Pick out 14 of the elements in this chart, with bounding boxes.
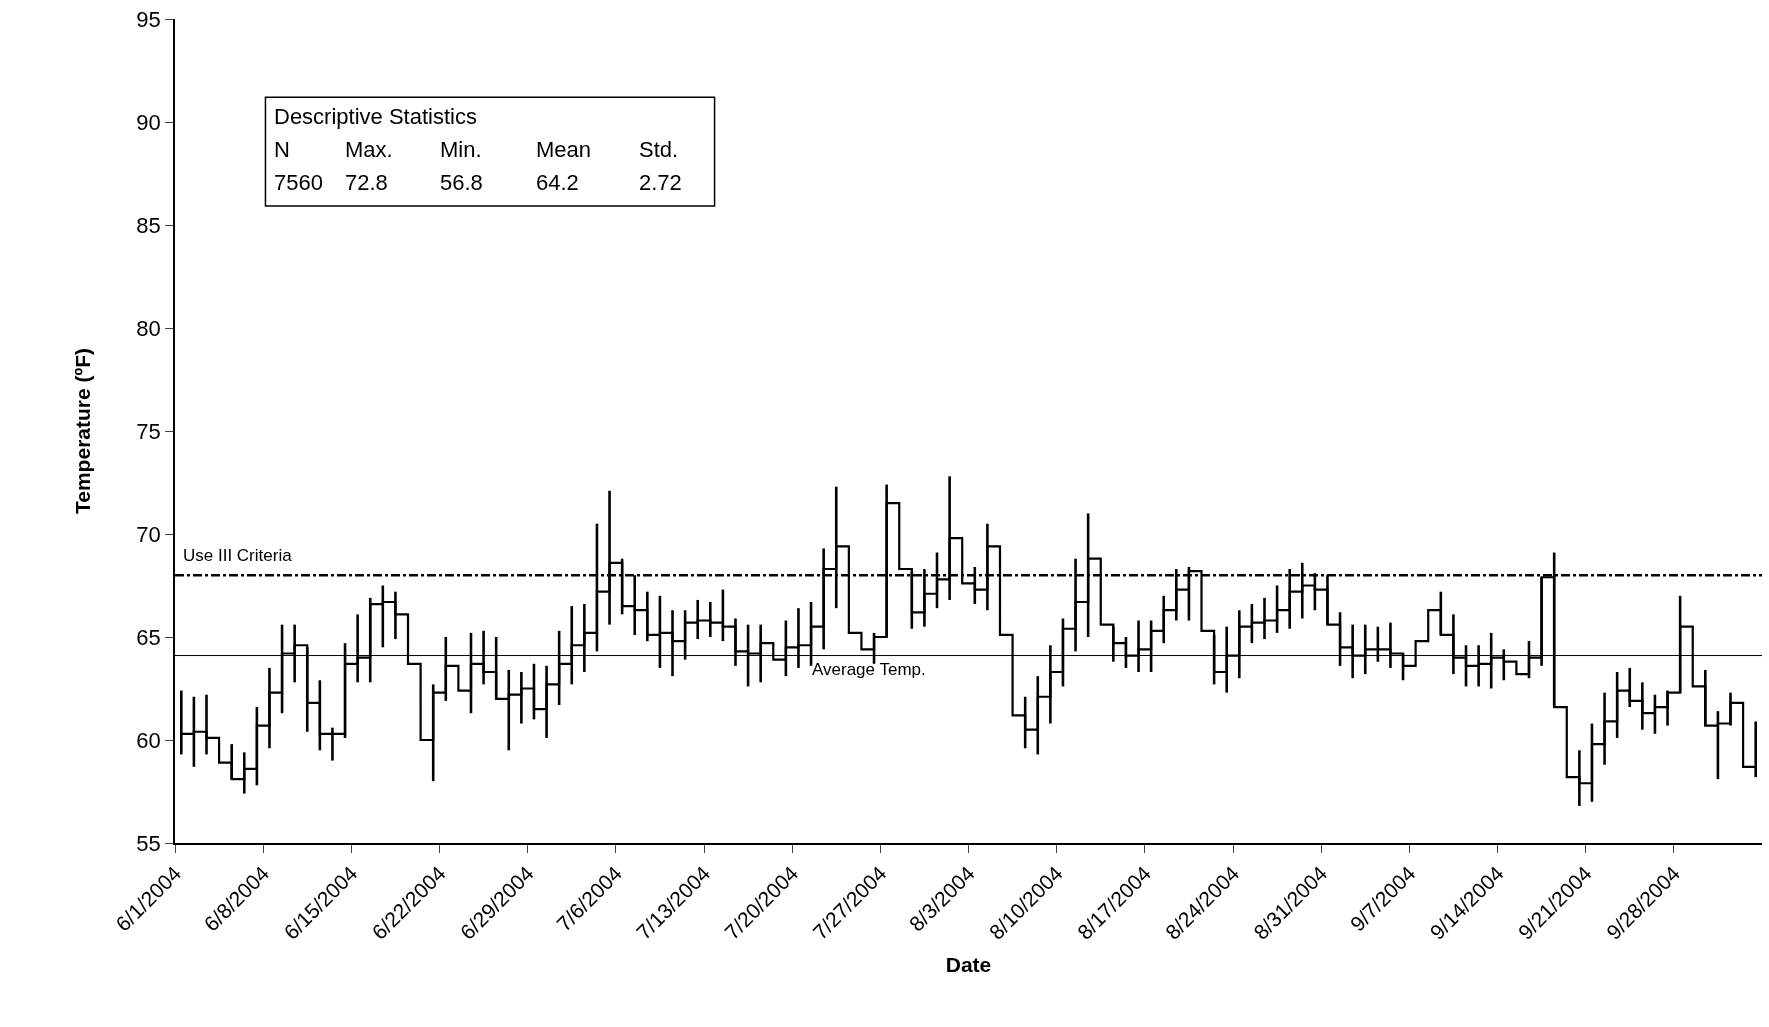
y-tick-label: 95 xyxy=(136,6,161,32)
y-tick-label: 85 xyxy=(136,212,161,238)
y-tick-label: 60 xyxy=(136,727,161,753)
y-tick-label: 65 xyxy=(136,624,161,650)
ref-line-label: Average Temp. xyxy=(812,660,926,679)
y-axis-title: Temperature (ºF) xyxy=(71,348,95,514)
text: Descriptive Statistics N Max. Min. Mean Std. 7560 72.8 56.8 64.2 2.72 xyxy=(274,104,682,195)
y-tick-label: 70 xyxy=(136,521,161,547)
y-tick-label: 55 xyxy=(136,830,161,856)
y-tick-label: 90 xyxy=(136,109,161,135)
y-tick-label: 75 xyxy=(136,418,161,444)
x-axis-title: Date xyxy=(945,953,992,977)
y-tick-label: 80 xyxy=(136,315,161,341)
ref-line-label: Use III Criteria xyxy=(183,546,293,565)
